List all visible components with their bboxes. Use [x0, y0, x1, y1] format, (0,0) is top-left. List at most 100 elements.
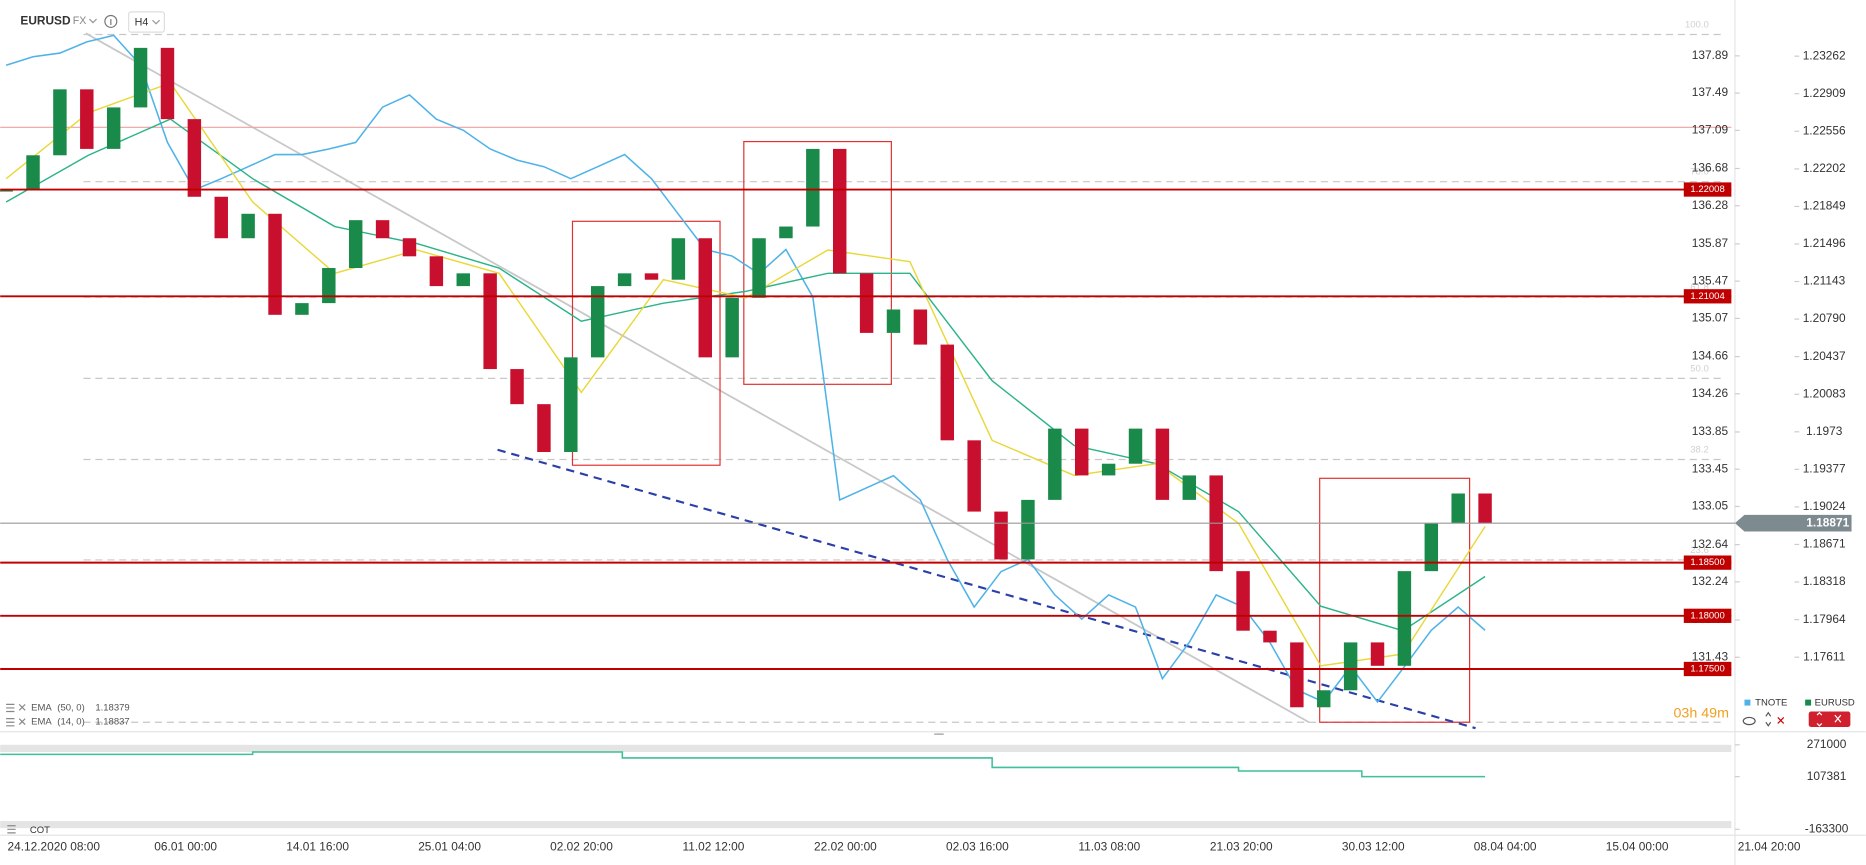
dropdown-icon[interactable] — [88, 18, 97, 24]
candle — [402, 238, 417, 257]
y-tick-label: 1.22202 — [1803, 161, 1846, 175]
cot-line — [0, 751, 1486, 778]
candle — [1101, 463, 1116, 476]
candle — [859, 273, 874, 333]
y-tick-label: 1.18318 — [1803, 574, 1846, 588]
legend-remove — [18, 703, 26, 711]
candle — [53, 89, 67, 156]
price-level-tag — [1683, 182, 1732, 197]
panel-label: COT — [30, 825, 50, 836]
candle — [1075, 428, 1089, 476]
last-price-label: 1.18871 — [1806, 515, 1849, 529]
legend-label[interactable]: EURUSD — [1815, 698, 1855, 709]
candle — [1021, 499, 1035, 560]
candle — [1290, 642, 1304, 708]
y-tick-label: 1.21143 — [1803, 274, 1845, 288]
interval-selector[interactable] — [128, 11, 165, 33]
x-tick-label: 21.03 20:00 — [1210, 839, 1273, 853]
x-tick-label: 11.03 08:00 — [1078, 839, 1140, 853]
y-tick-label: 1.22556 — [1803, 123, 1846, 137]
series-controls-icons — [1816, 711, 1842, 727]
candle — [537, 404, 551, 453]
fib-label: 78.6 — [1690, 167, 1709, 178]
candle — [456, 273, 470, 287]
candle — [940, 344, 955, 441]
candle — [106, 107, 121, 149]
candle — [1048, 428, 1062, 500]
eye-icon[interactable] — [1742, 716, 1756, 726]
candle — [564, 357, 578, 453]
y2-tick-label: 137.09 — [1692, 122, 1729, 136]
fib-label: 100.0 — [1685, 20, 1709, 31]
candle — [214, 196, 228, 239]
series-controls[interactable] — [1808, 711, 1851, 727]
candle — [806, 148, 820, 227]
legend-swatch — [1805, 699, 1812, 706]
y2-tick-label: 134.26 — [1692, 386, 1729, 400]
y-tick-label: 107381 — [1807, 769, 1847, 783]
range-band — [0, 744, 1732, 752]
candle — [779, 226, 793, 239]
price-level-tag — [1683, 661, 1732, 677]
candle — [725, 297, 739, 358]
candle — [133, 47, 148, 108]
candle — [160, 47, 175, 120]
legend-remove — [18, 718, 26, 726]
legend-icon — [6, 718, 15, 727]
candle — [268, 213, 282, 315]
legend-name: EMA — [31, 717, 52, 728]
legend-params: (14, 0) — [57, 717, 84, 728]
trend-line[interactable] — [85, 32, 1310, 723]
y2-tick-label: 137.49 — [1692, 85, 1729, 99]
candle — [187, 119, 202, 197]
candle — [1397, 571, 1412, 666]
y-tick-label: 1.20790 — [1803, 311, 1846, 325]
candle — [644, 273, 659, 280]
highlight-box[interactable] — [1319, 477, 1471, 723]
interval[interactable]: H4 — [135, 16, 149, 28]
close-icon[interactable] — [1777, 717, 1785, 724]
move-icon[interactable] — [1765, 711, 1772, 727]
panel-icon — [7, 825, 16, 834]
x-tick-label: 25.01 04:00 — [418, 839, 481, 853]
symbol[interactable]: EURUSD — [20, 14, 71, 28]
y2-tick-label: 135.07 — [1692, 311, 1728, 325]
y2-tick-label: 132.24 — [1692, 574, 1729, 588]
candle — [510, 369, 524, 405]
price-level-label: 1.18500 — [1690, 557, 1724, 568]
legend-label[interactable]: TNOTE — [1755, 698, 1787, 709]
info-icon[interactable] — [104, 14, 118, 28]
indicator-legend: EMA (50, 0) 1.18379 EMA (14, 0) 1.18837 — [6, 702, 130, 728]
candle — [241, 213, 255, 239]
x-tick-label: 14.01 16:00 — [286, 839, 349, 853]
y-tick-label: 1.19024 — [1803, 499, 1846, 513]
y-tick-label: 1.20437 — [1803, 349, 1846, 363]
candle — [994, 511, 1008, 560]
y-tick-label: 1.18671 — [1803, 537, 1846, 551]
trend-line[interactable] — [497, 448, 1476, 730]
x-tick-label: 22.02 00:00 — [814, 839, 877, 853]
candle — [483, 273, 497, 370]
y2-tick-label: 133.45 — [1692, 461, 1729, 475]
candle — [0, 190, 13, 192]
last-price-tag — [1734, 514, 1852, 532]
y2-tick-label: 133.85 — [1692, 424, 1729, 438]
legend-swatch — [1744, 699, 1751, 706]
ema-line — [5, 118, 1486, 632]
price-level-tag — [1683, 555, 1732, 570]
y-tick-label: -163300 — [1805, 821, 1849, 835]
x-tick-label: 30.03 12:00 — [1342, 839, 1405, 853]
legend-params: (50, 0) — [57, 702, 84, 713]
candle — [322, 268, 336, 304]
fib-label: 23.6 — [1690, 545, 1709, 556]
candle — [1370, 642, 1385, 666]
candle — [1182, 475, 1197, 500]
y-tick-label: 1.1973 — [1806, 424, 1843, 438]
countdown: 03h 49m — [1673, 706, 1729, 722]
candle — [1343, 642, 1358, 691]
main-layer: 1.23262 1.22909 1.22556 1.22202 1.21849 1.214… — [0, 34, 1852, 853]
highlight-box[interactable] — [571, 220, 721, 466]
candle — [1424, 523, 1439, 572]
